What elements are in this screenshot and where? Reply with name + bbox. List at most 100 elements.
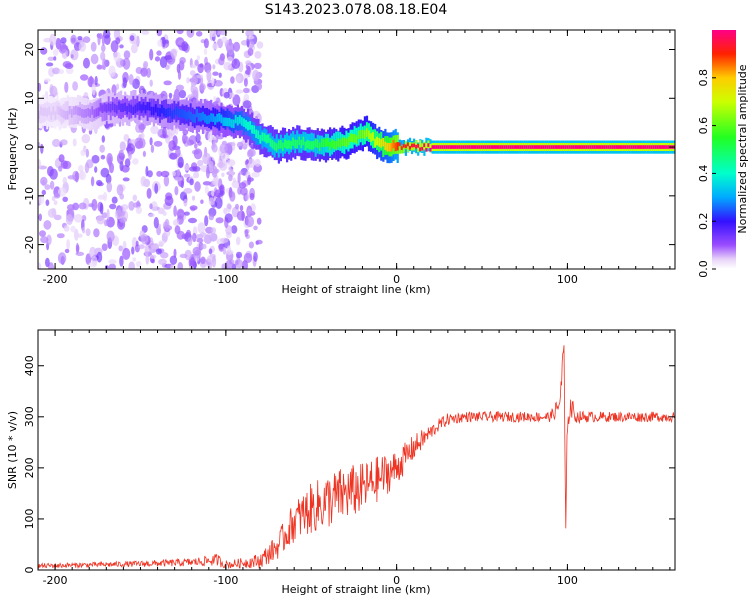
heat-ridge-cell [183,110,186,119]
heat-ridge-cell [126,105,129,115]
heat-noise-blob [106,208,110,220]
heat-noise-blob [101,44,106,53]
heat-noise-blob [168,140,177,152]
heat-ridge-cell [550,145,553,149]
heat-noise-blob [254,158,261,167]
heat-noise-blob [38,213,42,222]
heat-ridge-cell [320,138,323,148]
heat-noise-blob [38,159,42,170]
heat-ridge-cell [400,146,403,150]
heat-ridge-cell [144,104,147,114]
heat-ridge-cell [519,145,522,149]
heat-ridge-cell [158,108,162,117]
heat-noise-blob [176,208,185,219]
top-x-tick-label: -100 [213,273,238,286]
heat-noise-blob [194,181,201,192]
heat-ridge-cell [484,145,487,149]
heat-ridge-cell [208,115,211,124]
heat-ridge-cell [577,145,580,149]
heat-noise-blob [235,236,241,246]
heat-ridge-cell [652,145,655,149]
heat-noise-blob [57,252,67,265]
heat-ridge-cell [130,104,133,114]
heat-ridge-cell [622,145,625,149]
heat-ridge-cell [486,145,489,149]
heat-noise-blob [236,210,246,221]
heat-noise-blob [58,41,67,54]
heat-noise-blob [233,58,238,66]
heat-noise-blob [123,134,130,142]
heat-noise-blob [56,233,65,239]
heat-ridge-cell [277,140,280,149]
heat-noise-blob [107,156,112,168]
heat-ridge-cell [261,132,264,141]
heat-ridge-cell [269,138,272,147]
heat-ridge-cell [427,143,430,147]
heat-ridge-cell [402,144,405,153]
heat-ridge-cell [54,111,57,120]
heat-ridge-cell [511,145,514,149]
heat-ridge-cell [312,140,315,150]
heat-ridge-cell [480,145,483,149]
heat-noise-blob [53,214,62,221]
heat-ridge-cell [124,102,127,112]
heat-ridge-cell [236,117,239,126]
heat-noise-blob [126,143,136,155]
heat-ridge-cell [656,145,660,149]
heat-ridge-cell [435,145,438,149]
heat-noise-blob [96,64,102,70]
heat-noise-blob [96,251,103,263]
heat-noise-blob [85,253,92,265]
bottom-x-tick-label: 0 [393,574,400,587]
spectrogram-heat [38,30,675,269]
heat-ridge-cell [564,145,567,149]
heat-noise-blob [85,228,91,237]
heat-ridge-cell [497,145,500,149]
heat-noise-blob [145,254,150,265]
heat-ridge-cell [175,106,178,116]
heat-noise-blob [235,89,244,94]
heat-ridge-cell [279,140,282,149]
heat-ridge-cell [179,109,182,118]
heat-ridge-cell [226,117,229,127]
heat-ridge-cell [474,145,477,149]
heat-ridge-cell [187,110,190,119]
heat-noise-blob [149,203,153,210]
colorbar-tick-label: 0.8 [697,69,710,87]
heat-noise-blob [215,133,225,140]
heat-noise-blob [52,67,61,75]
heat-noise-blob [132,78,140,90]
heat-ridge-cell [415,140,418,149]
heat-ridge-cell [628,145,631,149]
heat-ridge-cell [212,113,215,123]
heat-ridge-cell [650,145,653,149]
heat-noise-blob [224,39,233,49]
heat-ridge-cell [396,142,399,151]
heat-noise-blob [238,182,247,189]
heat-ridge-cell [165,99,168,119]
heat-noise-blob [226,245,232,256]
heat-noise-blob [52,138,61,148]
heat-ridge-cell [394,142,397,152]
heat-ridge-cell [493,145,496,149]
heat-noise-blob [194,143,198,149]
heat-ridge-cell [648,145,651,149]
heat-ridge-cell [404,144,407,149]
heat-ridge-cell [347,136,350,146]
heat-noise-blob [60,160,69,169]
heat-noise-blob [89,246,97,259]
heat-noise-blob [197,222,206,234]
heat-ridge-cell [296,130,299,150]
heat-ridge-cell [163,107,166,117]
heat-noise-blob [153,140,163,147]
heat-ridge-cell [552,145,555,149]
heat-ridge-cell [634,145,637,149]
heat-noise-blob [212,177,219,186]
heat-noise-blob [38,194,45,205]
heat-noise-blob [72,81,78,91]
heat-noise-blob [244,160,248,165]
heat-ridge-cell [99,102,102,112]
heat-noise-blob [200,256,206,265]
heat-noise-blob [119,255,124,267]
heat-noise-blob [45,62,54,67]
